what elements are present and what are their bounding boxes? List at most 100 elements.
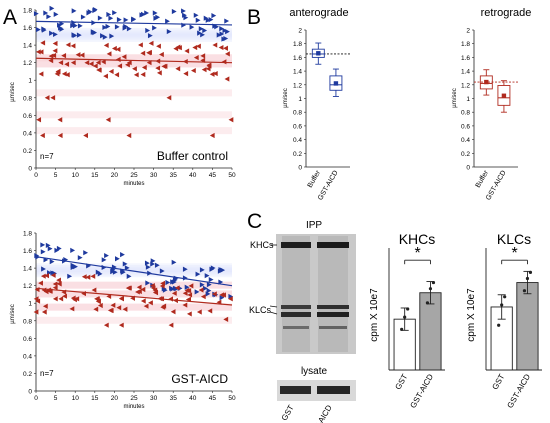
anterograde-point: [114, 256, 120, 262]
lysate-band-aicd: [317, 386, 350, 394]
background-band: [36, 263, 232, 271]
anterograde-point: [80, 14, 86, 20]
retrograde-point: [64, 72, 70, 78]
retrograde-point: [148, 40, 154, 46]
anterograde-point: [206, 282, 212, 288]
retrograde-point: [126, 285, 132, 291]
chart-annotation: Buffer control: [157, 149, 228, 163]
retrograde-point: [160, 280, 165, 286]
anterograde-fit-line: [35, 20, 233, 26]
mean-marker: [501, 93, 507, 98]
anterograde-point: [90, 29, 96, 35]
retrograde-point: [225, 51, 230, 57]
y-tick-label: 0: [298, 165, 302, 172]
y-axis-label: cpm X 10e7: [466, 288, 477, 342]
anterograde-point: [195, 271, 201, 277]
x-tick-label: 50: [228, 172, 236, 179]
y-tick-label: 1.4: [293, 69, 302, 76]
retrograde-point: [174, 285, 180, 291]
retrograde-point: [209, 71, 215, 77]
retrograde-point: [114, 72, 120, 78]
background-band: [36, 33, 232, 41]
chart-annotation: GST-AICD: [171, 372, 228, 386]
band-low-gst: [283, 326, 309, 329]
anterograde-point: [144, 260, 150, 266]
retrograde-point: [57, 132, 63, 139]
retrograde-point: [119, 296, 125, 302]
anterograde-point: [97, 271, 103, 277]
retrograde-point: [40, 132, 45, 139]
chart-title: KLCs: [497, 231, 531, 247]
background-band: [36, 290, 232, 298]
anterograde-point: [195, 17, 201, 23]
x-tick-label: 40: [189, 172, 197, 179]
retrograde-point: [187, 292, 193, 298]
background-band: [36, 290, 232, 298]
anterograde-point: [126, 273, 132, 279]
y-tick-label: 0.2: [293, 151, 302, 158]
y-tick-label: 1.2: [293, 82, 302, 89]
retrograde-point: [162, 63, 168, 69]
retrograde-point: [212, 42, 218, 48]
anterograde-point: [104, 252, 109, 259]
retrograde-point: [56, 281, 62, 287]
category-label: GST-AICD: [505, 372, 532, 409]
retrograde-point: [38, 71, 44, 77]
y-tick-label: 1.6: [461, 55, 470, 62]
retrograde-point: [70, 43, 76, 49]
anterograde-point: [87, 9, 93, 15]
retrograde-point: [140, 71, 146, 78]
y-tick-label: 1.4: [23, 266, 32, 273]
data-point: [522, 289, 527, 293]
background-band: [36, 111, 232, 119]
anterograde-point: [71, 8, 77, 14]
retrograde-point: [171, 290, 177, 296]
background-band: [36, 31, 232, 39]
anterograde-fit-line: [35, 256, 233, 287]
retrograde-point: [35, 298, 41, 304]
anterograde-point: [120, 269, 126, 275]
anterograde-point: [41, 27, 47, 33]
retrograde-point: [106, 51, 112, 57]
background-band: [36, 34, 232, 42]
retrograde-point: [168, 322, 174, 328]
retrograde-point: [58, 296, 64, 302]
retrograde-point: [52, 281, 58, 287]
retrograde-point: [161, 303, 167, 309]
y-tick-label: 0.4: [23, 353, 32, 360]
data-point: [431, 280, 436, 285]
retrograde-point: [93, 306, 99, 312]
x-tick-label: 25: [130, 395, 138, 402]
y-tick-label: 0.6: [461, 123, 470, 130]
anterograde-point: [83, 250, 89, 256]
boxplot-retrograde: retrograde µm/sec 0 0.2 0.4 0.6 0.8 1 1.2 1.4 1.…: [452, 7, 531, 202]
anterograde-point: [109, 33, 115, 39]
retrograde-point: [95, 59, 101, 66]
retrograde-point: [72, 297, 77, 303]
anterograde-point: [112, 10, 117, 16]
x-tick-label: 25: [130, 172, 138, 179]
y-axis-label: cpm X 10e7: [369, 288, 380, 342]
significance-marker: *: [414, 245, 420, 262]
retrograde-point: [107, 307, 113, 314]
retrograde-point: [42, 303, 48, 309]
anterograde-point: [181, 8, 186, 14]
chart-title: anterograde: [289, 7, 348, 19]
category-label: Buffer: [475, 169, 491, 189]
retrograde-point: [201, 67, 207, 73]
anterograde-point: [199, 282, 205, 288]
band-klc1-gst: [281, 305, 311, 309]
anterograde-point: [182, 275, 188, 281]
anterograde-point: [123, 17, 129, 23]
x-tick-label: 0: [34, 172, 38, 179]
klc-band-label: KLCs: [249, 305, 272, 315]
band-low-aicd: [319, 326, 347, 329]
background-band: [36, 266, 232, 274]
boxplot-anterograde: anterograde µm/sec 0 0.2 0.4 0.6 0.8 1 1.2 1.4 1…: [283, 7, 350, 202]
anterograde-point: [76, 32, 82, 38]
anterograde-point: [41, 266, 46, 272]
retrograde-point: [200, 53, 206, 59]
y-tick-label: 1.8: [461, 41, 470, 48]
n-label: n=7: [40, 152, 54, 161]
background-band: [36, 316, 232, 324]
